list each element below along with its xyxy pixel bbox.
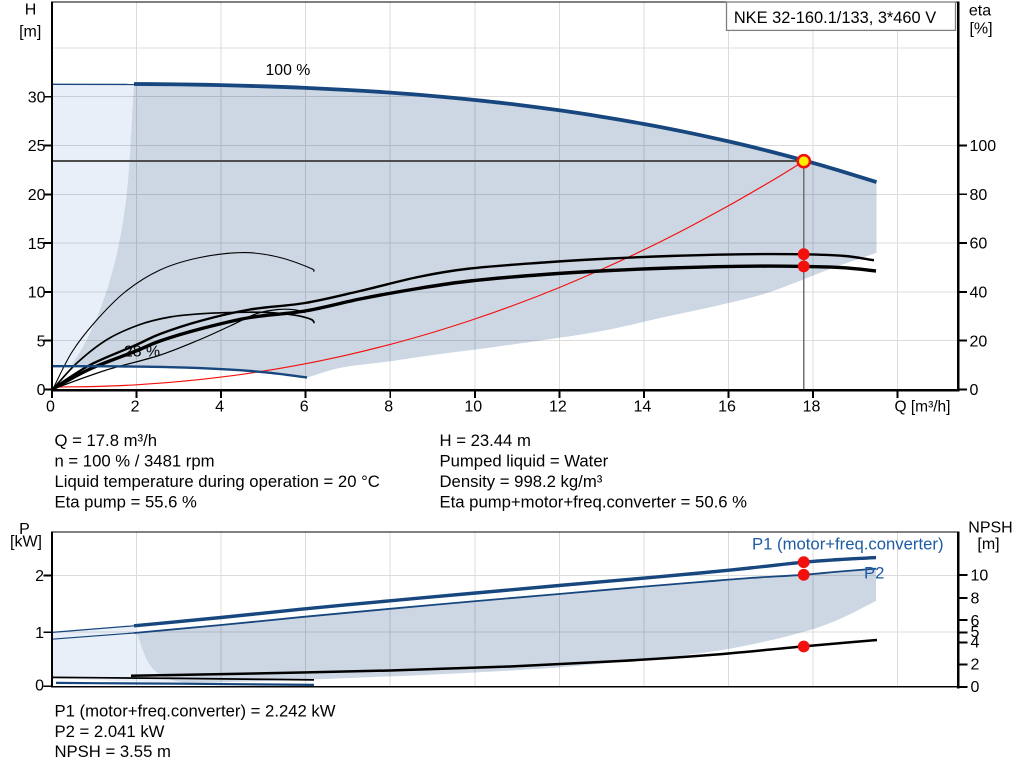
svg-text:12: 12: [549, 399, 567, 416]
svg-text:P2 = 2.041 kW: P2 = 2.041 kW: [55, 722, 165, 741]
svg-text:NKE 32-160.1/133, 3*460 V: NKE 32-160.1/133, 3*460 V: [734, 9, 936, 27]
svg-text:30: 30: [28, 89, 46, 106]
svg-text:100: 100: [970, 138, 997, 155]
svg-text:0: 0: [46, 399, 55, 416]
svg-text:[m]: [m]: [977, 536, 999, 553]
svg-text:0: 0: [970, 382, 979, 399]
svg-text:10: 10: [28, 285, 46, 302]
svg-text:[%]: [%]: [969, 20, 992, 37]
svg-text:20: 20: [28, 187, 46, 204]
svg-text:25: 25: [28, 138, 46, 155]
svg-text:2: 2: [35, 568, 44, 585]
svg-text:NPSH = 3.55 m: NPSH = 3.55 m: [55, 742, 171, 761]
svg-text:10: 10: [464, 399, 482, 416]
svg-text:100 %: 100 %: [266, 62, 311, 79]
svg-text:Eta pump+motor+freq.converter: Eta pump+motor+freq.converter = 50.6 %: [440, 492, 748, 511]
svg-text:28 %: 28 %: [124, 344, 160, 361]
svg-text:60: 60: [970, 236, 988, 253]
svg-text:0: 0: [35, 678, 44, 695]
svg-text:P: P: [19, 521, 30, 538]
svg-text:0: 0: [971, 679, 980, 696]
svg-text:16: 16: [718, 399, 736, 416]
svg-text:40: 40: [970, 284, 988, 301]
svg-text:[kW]: [kW]: [10, 534, 42, 551]
svg-text:H = 23.44 m: H = 23.44 m: [440, 431, 531, 450]
svg-text:P2: P2: [864, 564, 884, 583]
svg-text:14: 14: [634, 399, 652, 416]
svg-text:1: 1: [35, 625, 44, 642]
svg-text:4: 4: [971, 635, 980, 652]
svg-text:4: 4: [215, 399, 224, 416]
svg-text:NPSH: NPSH: [968, 520, 1012, 537]
svg-text:0: 0: [37, 382, 46, 399]
svg-text:8: 8: [384, 399, 393, 416]
svg-text:Pumped liquid = Water: Pumped liquid = Water: [440, 452, 609, 471]
svg-text:P1 (motor+freq.converter): P1 (motor+freq.converter): [752, 535, 944, 554]
svg-text:6: 6: [971, 613, 980, 630]
svg-text:eta: eta: [969, 2, 991, 19]
svg-text:20: 20: [970, 333, 988, 350]
svg-text:18: 18: [803, 399, 821, 416]
svg-text:6: 6: [300, 399, 309, 416]
svg-text:Liquid temperature during oper: Liquid temperature during operation = 20…: [55, 472, 380, 491]
svg-text:80: 80: [970, 187, 988, 204]
svg-text:Q = 17.8 m³/h: Q = 17.8 m³/h: [55, 431, 158, 450]
svg-text:[m]: [m]: [19, 24, 41, 41]
svg-text:5: 5: [37, 333, 46, 350]
svg-text:Eta pump = 55.6 %: Eta pump = 55.6 %: [55, 492, 198, 511]
svg-text:Density = 998.2 kg/m³: Density = 998.2 kg/m³: [440, 472, 603, 491]
svg-text:2: 2: [971, 657, 980, 674]
svg-text:10: 10: [971, 567, 989, 584]
svg-text:Q [m³/h]: Q [m³/h]: [895, 399, 951, 416]
svg-text:8: 8: [971, 591, 980, 608]
svg-text:P1 (motor+freq.converter) = 2.: P1 (motor+freq.converter) = 2.242 kW: [55, 701, 336, 720]
svg-text:15: 15: [28, 236, 46, 253]
svg-text:2: 2: [131, 399, 140, 416]
svg-text:H: H: [25, 1, 37, 18]
svg-text:5: 5: [971, 624, 980, 641]
svg-text:n = 100 % / 3481 rpm: n = 100 % / 3481 rpm: [55, 452, 215, 471]
